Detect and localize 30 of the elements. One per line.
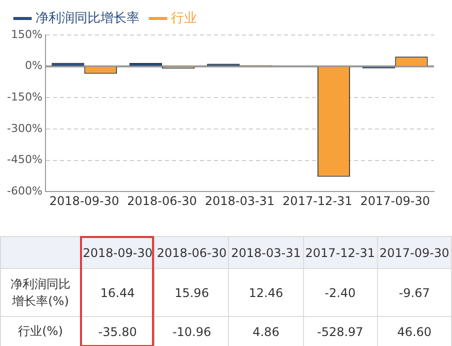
data-label: 12.46 — [228, 268, 304, 316]
category-label: 2017-09-30 — [380, 246, 450, 260]
data-label: 4.86 — [228, 316, 304, 346]
category-label: 2018-06-30 — [156, 246, 227, 260]
x-tick-label: 2017-12-31 — [282, 194, 352, 208]
y-tick-label: 0% — [24, 59, 42, 72]
data-label: -35.80 — [80, 316, 155, 346]
data-label: 15.96 — [154, 268, 229, 316]
x-tick-label: 2018-06-30 — [127, 194, 197, 208]
data-label: -10.96 — [154, 316, 229, 346]
data-label: -9.67 — [377, 268, 452, 316]
y-tick-label: 150% — [10, 28, 42, 41]
text: 净利润同比增长率(%) — [0, 268, 80, 316]
category-label: 2018-03-31 — [231, 246, 301, 260]
data-label: 16.44 — [80, 268, 155, 316]
category-label: 2017-12-31 — [305, 246, 376, 260]
x-tick-label: 2017-09-30 — [360, 194, 430, 208]
text: 行业(%) — [0, 316, 80, 346]
legend-label: 行业 — [171, 10, 197, 26]
data-label: -528.97 — [303, 316, 378, 346]
y-tick-label: -150% — [6, 90, 42, 104]
y-tick-label: -600% — [6, 184, 42, 198]
y-tick-label: -300% — [6, 122, 42, 135]
category-label: 2018-09-30 — [82, 246, 152, 260]
data-label: 46.60 — [377, 316, 452, 346]
x-tick-label: 2018-03-31 — [204, 194, 275, 208]
x-tick-label: 2018-09-30 — [49, 194, 120, 208]
legend-label: 净利润同比增长率 — [36, 10, 140, 26]
data-label: -2.40 — [303, 268, 378, 316]
y-tick-label: -450% — [6, 153, 42, 166]
